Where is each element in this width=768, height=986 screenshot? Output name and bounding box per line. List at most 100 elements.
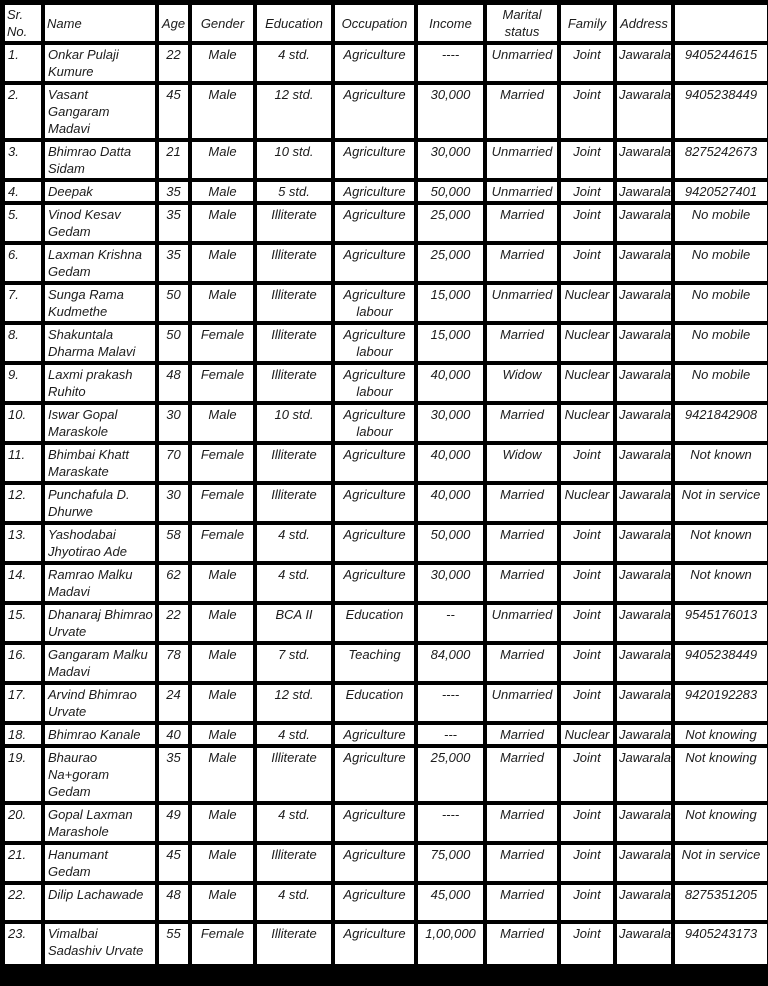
table-cell-phone: Not knowing [674,804,768,842]
table-cell-family: Nuclear [560,484,614,522]
table-cell-family: Joint [560,44,614,82]
table-cell-gender: Male [191,84,254,139]
table-cell-marital-status: Unmarried [486,284,558,322]
table-cell-occupation: Agriculture [334,747,415,802]
table-cell-phone: 9420192283 [674,684,768,722]
table-row: 16. Gangaram Malku Madavi 78 Male 7 std. Teac… [4,644,768,682]
table-cell-income: 30,000 [417,141,484,179]
table-cell-sr-no: 15. [4,604,42,642]
table-cell-marital-status: Married [486,244,558,282]
table-cell-address: Jawarala [616,524,672,562]
table-cell-age: 70 [158,444,189,482]
table-cell-sr-no: 13. [4,524,42,562]
table-cell-address: Jawarala [616,724,672,745]
table-cell-income: 25,000 [417,747,484,802]
table-cell-age: 55 [158,923,189,965]
table-cell-family: Joint [560,923,614,965]
table-cell-education: BCA II [256,604,332,642]
table-cell-sr-no: 22. [4,884,42,921]
table-cell-income: 1,00,000 [417,923,484,965]
table-cell-sr-no: 12. [4,484,42,522]
table-cell-income: 15,000 [417,284,484,322]
table-cell-age: 40 [158,724,189,745]
table-cell-occupation: Agriculture [334,804,415,842]
header-cell-occupation: Occupation [334,4,415,42]
table-cell-occupation: Agriculture [334,141,415,179]
table-row: 11. Bhimbai Khatt Maraskate 70 Female Illite… [4,444,768,482]
table-row: 7. Sunga Rama Kudmethe 50 Male Illiterate Agr… [4,284,768,322]
table-cell-sr-no: 11. [4,444,42,482]
table-cell-occupation: Agriculture labour [334,404,415,442]
table-cell-family: Joint [560,844,614,882]
table-row: 18. Bhimrao Kanale 40 Male 4 std. Agriculture… [4,724,768,745]
table-cell-income: 30,000 [417,84,484,139]
table-cell-education: Illiterate [256,444,332,482]
table-cell-marital-status: Married [486,324,558,362]
table-cell-address: Jawarala [616,141,672,179]
table-cell-phone: No mobile [674,244,768,282]
table-cell-education: 12 std. [256,684,332,722]
header-cell-address: Address [616,4,672,42]
table-cell-education: 4 std. [256,724,332,745]
table-cell-family: Joint [560,564,614,602]
table-cell-occupation: Agriculture [334,484,415,522]
table-cell-marital-status: Unmarried [486,181,558,202]
table-cell-address: Jawarala [616,204,672,242]
table-cell-phone: 9545176013 [674,604,768,642]
table-cell-family: Joint [560,244,614,282]
table-cell-sr-no: 16. [4,644,42,682]
table-cell-income: 40,000 [417,484,484,522]
table-row: 20. Gopal Laxman Marashole 49 Male 4 std. Agr… [4,804,768,842]
table-cell-age: 35 [158,204,189,242]
table-cell-address: Jawarala [616,324,672,362]
table-row: 8. Shakuntala Dharma Malavi 50 Female Illite… [4,324,768,362]
header-row: Sr. No. Name Age Gender Education Occupation I… [4,4,768,42]
table-cell-marital-status: Married [486,564,558,602]
table-cell-income: ---- [417,684,484,722]
table-cell-income: -- [417,604,484,642]
table-cell-age: 21 [158,141,189,179]
table-cell-gender: Male [191,747,254,802]
table-cell-family: Joint [560,804,614,842]
table-cell-family: Nuclear [560,364,614,402]
table-cell-phone: Not known [674,524,768,562]
table-cell-education: Illiterate [256,284,332,322]
table-cell-marital-status: Widow [486,444,558,482]
table-cell-income: 40,000 [417,444,484,482]
table-cell-education: 12 std. [256,84,332,139]
table-cell-age: 50 [158,324,189,362]
table-cell-name: Bhimbai Khatt Maraskate [44,444,156,482]
table-cell-gender: Female [191,364,254,402]
table-cell-name: Dilip Lachawade [44,884,156,921]
table-cell-income: 84,000 [417,644,484,682]
survey-table: Sr. No. Name Age Gender Education Occupation I… [2,2,768,967]
table-row: 14. Ramrao Malku Madavi 62 Male 4 std. Agricu… [4,564,768,602]
table-cell-family: Joint [560,604,614,642]
table-cell-phone: 8275351205 [674,884,768,921]
table-cell-age: 22 [158,44,189,82]
table-cell-age: 35 [158,181,189,202]
table-cell-name: Vasant Gangaram Madavi [44,84,156,139]
table-cell-address: Jawarala [616,84,672,139]
table-cell-family: Joint [560,141,614,179]
table-cell-gender: Male [191,44,254,82]
table-cell-phone: Not in service [674,844,768,882]
table-cell-occupation: Agriculture labour [334,364,415,402]
table-cell-age: 30 [158,404,189,442]
table-cell-name: Arvind Bhimrao Urvate [44,684,156,722]
table-cell-phone: 9421842908 [674,404,768,442]
table-cell-address: Jawarala [616,484,672,522]
table-cell-age: 58 [158,524,189,562]
table-cell-name: Bhimrao Kanale [44,724,156,745]
table-cell-gender: Male [191,644,254,682]
table-cell-sr-no: 8. [4,324,42,362]
table-cell-name: Vinod Kesav Gedam [44,204,156,242]
table-cell-occupation: Education [334,684,415,722]
table-cell-age: 22 [158,604,189,642]
table-cell-occupation: Agriculture [334,564,415,602]
table-cell-address: Jawarala [616,181,672,202]
table-cell-gender: Male [191,684,254,722]
table-row: 9. Laxmi prakash Ruhito 48 Female Illiterate… [4,364,768,402]
table-row: 10. Iswar Gopal Maraskole 30 Male 10 std. Agr… [4,404,768,442]
